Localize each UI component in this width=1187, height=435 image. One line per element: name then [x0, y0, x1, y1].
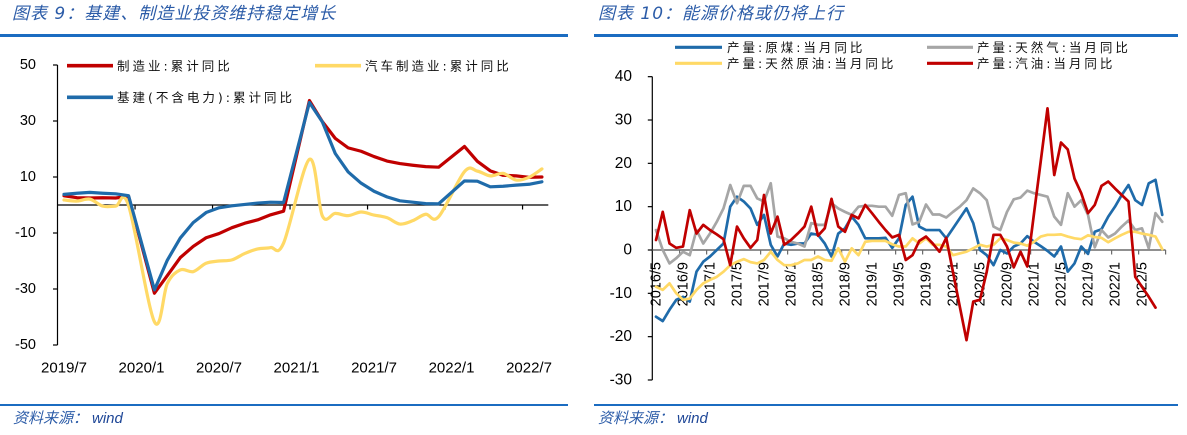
source-value: wind: [92, 410, 123, 427]
title-divider-left: [0, 34, 568, 37]
x-tick-label: 2019/7: [41, 360, 87, 377]
x-tick-label: 2021/1: [1027, 262, 1043, 306]
chart-title-left: 图表 9：基建、制造业投资维持稳定增长: [12, 4, 337, 24]
source-note-left: 资料来源： wind: [13, 409, 123, 428]
natural-gas-output-yoy-line: [654, 181, 1164, 265]
x-tick-label: 2019/9: [919, 262, 935, 306]
source-label: 资料来源：: [13, 409, 89, 427]
x-tick-label: 2017/5: [730, 262, 746, 306]
y-tick-label: -20: [610, 328, 633, 345]
footer-divider-left: [0, 404, 568, 406]
auto-manufacturing-cumulative-yoy-line: [62, 157, 544, 326]
x-tick-label: 2022/1: [1108, 262, 1124, 306]
legend-item-gasoline: 产量:汽油:当月同比: [927, 56, 1115, 71]
legend-label-gasoline: 产量:汽油:当月同比: [977, 56, 1115, 71]
source-note-right: 资料来源： wind: [598, 409, 708, 428]
gasoline-output-yoy-line: [654, 106, 1157, 342]
y-tick-label: 30: [20, 113, 36, 129]
tick-labels: 50 30 10 -10 -30 -50 2019/7 2020/1 2020/7 2021/1 2…: [15, 57, 552, 377]
infrastructure-cumulative-yoy-line: [62, 100, 544, 292]
x-tick-label: 2022/5: [1135, 262, 1151, 306]
y-tick-label: 50: [20, 57, 36, 73]
y-tick-label: -10: [610, 285, 633, 302]
x-tick-label: 2022/1: [429, 360, 475, 377]
axes: [56, 65, 549, 345]
legend-item-raw-coal: 产量:原煤:当月同比: [675, 40, 865, 55]
x-tick-label: 2021/7: [351, 360, 397, 377]
legend-item-infrastructure: 基建(不含电力):累计同比: [67, 90, 295, 105]
y-tick-label: 10: [615, 198, 633, 215]
x-tick-label: 2022/7: [506, 360, 552, 377]
legend: 产量:原煤:当月同比 产量:天然气:当月同比 产量:天然原油:当月同比 产量:汽…: [675, 40, 1131, 71]
y-tick-label: -10: [15, 225, 36, 241]
legend-label-crude-oil: 产量:天然原油:当月同比: [727, 56, 896, 71]
x-tick-label: 2021/5: [1054, 262, 1070, 306]
axes: [651, 76, 1166, 380]
legend-item-natural-gas: 产量:天然气:当月同比: [927, 40, 1131, 55]
x-tick-label: 2020/5: [973, 262, 989, 306]
x-tick-label: 2019/5: [892, 262, 908, 306]
legend-item-auto-manufacturing: 汽车制造业:累计同比: [315, 59, 512, 74]
source-value: wind: [677, 410, 708, 427]
plot-lines: [62, 98, 544, 326]
title-divider-right: [594, 34, 1178, 37]
chart-title-right: 图表 10：能源价格或仍将上行: [598, 4, 845, 24]
legend-label-natural-gas: 产量:天然气:当月同比: [977, 40, 1131, 55]
x-tick-label: 2018/1: [784, 262, 800, 306]
y-tick-label: 0: [623, 242, 632, 259]
plot-lines: [654, 106, 1164, 342]
y-tick-label: -30: [610, 371, 633, 388]
legend-item-crude-oil: 产量:天然原油:当月同比: [675, 56, 896, 71]
x-tick-label: 2018/5: [811, 262, 827, 306]
crude-oil-output-yoy-line: [654, 230, 1164, 302]
y-tick-label: -50: [15, 337, 36, 353]
source-label: 资料来源：: [598, 409, 674, 427]
x-tick-label: 2019/1: [865, 262, 881, 306]
y-tick-label: 10: [20, 169, 36, 185]
raw-coal-output-yoy-line: [654, 178, 1164, 323]
y-tick-label: 30: [615, 112, 633, 129]
legend-label-raw-coal: 产量:原煤:当月同比: [727, 40, 865, 55]
y-tick-label: -30: [15, 281, 36, 297]
x-tick-label: 2021/1: [274, 360, 320, 377]
y-tick-label: 40: [615, 68, 633, 85]
x-tick-label: 2018/9: [838, 262, 854, 306]
legend-item-manufacturing: 制造业:累计同比: [67, 59, 233, 74]
footer-divider-right: [594, 404, 1178, 406]
y-tick-label: 20: [615, 155, 633, 172]
x-tick-label: 2020/9: [1000, 262, 1016, 306]
x-tick-label: 2020/1: [119, 360, 165, 377]
legend-label-manufacturing: 制造业:累计同比: [117, 59, 233, 74]
x-tick-label: 2017/1: [703, 262, 719, 306]
legend: 制造业:累计同比 汽车制造业:累计同比 基建(不含电力):累计同比: [67, 59, 512, 105]
tick-marks: [53, 64, 524, 346]
x-tick-label: 2017/9: [757, 262, 773, 306]
x-tick-label: 2021/9: [1081, 262, 1097, 306]
x-tick-label: 2020/7: [196, 360, 242, 377]
legend-label-infrastructure: 基建(不含电力):累计同比: [117, 90, 295, 105]
x-tick-label: 2016/5: [649, 262, 665, 306]
legend-label-auto-manufacturing: 汽车制造业:累计同比: [365, 59, 512, 74]
